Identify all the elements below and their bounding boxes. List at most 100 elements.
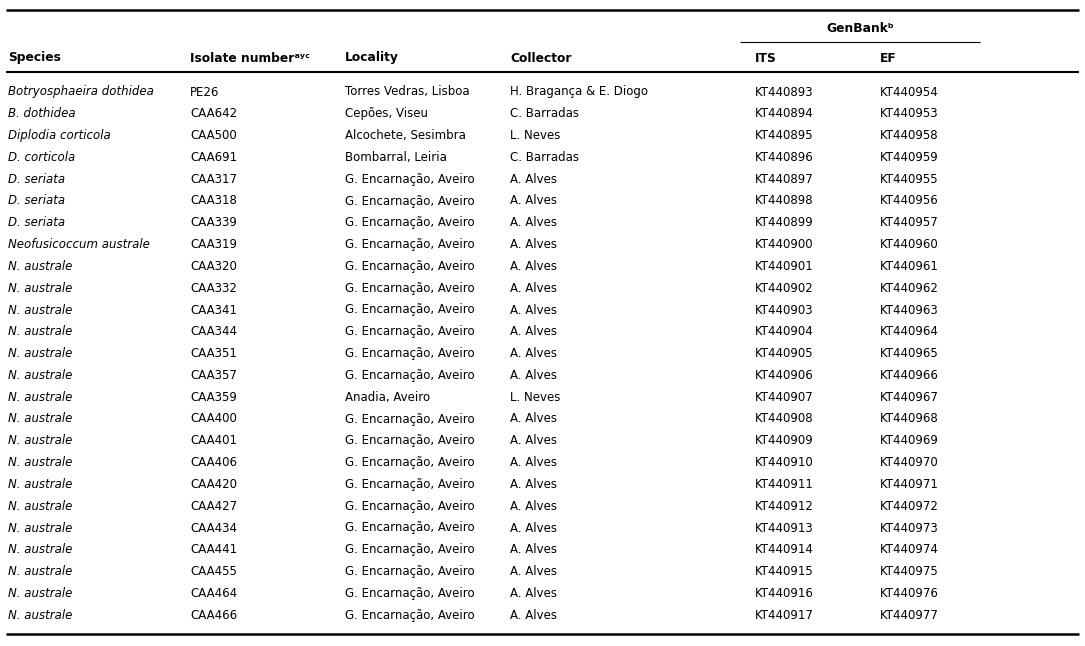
Text: KT440957: KT440957 [880,216,939,229]
Text: A. Alves: A. Alves [510,172,557,185]
Text: Botryosphaeira dothidea: Botryosphaeira dothidea [8,85,154,98]
Text: CAA332: CAA332 [190,282,237,295]
Text: KT440913: KT440913 [755,521,814,534]
Text: A. Alves: A. Alves [510,434,557,447]
Text: A. Alves: A. Alves [510,413,557,426]
Text: KT440967: KT440967 [880,391,939,404]
Text: CAA691: CAA691 [190,151,238,164]
Text: G. Encarnação, Aveiro: G. Encarnação, Aveiro [345,347,474,360]
Text: Isolate numberᵃʸᶜ: Isolate numberᵃʸᶜ [190,52,310,65]
Text: N. australe: N. australe [8,347,73,360]
Text: KT440917: KT440917 [755,609,814,621]
Text: G. Encarnação, Aveiro: G. Encarnação, Aveiro [345,194,474,207]
Text: N. australe: N. australe [8,282,73,295]
Text: N. australe: N. australe [8,304,73,317]
Text: KT440970: KT440970 [880,456,939,469]
Text: KT440914: KT440914 [755,543,814,556]
Text: KT440906: KT440906 [755,369,814,382]
Text: L. Neves: L. Neves [510,129,560,142]
Text: N. australe: N. australe [8,326,73,339]
Text: G. Encarnação, Aveiro: G. Encarnação, Aveiro [345,565,474,578]
Text: KT440973: KT440973 [880,521,939,534]
Text: A. Alves: A. Alves [510,282,557,295]
Text: CAA319: CAA319 [190,238,237,251]
Text: G. Encarnação, Aveiro: G. Encarnação, Aveiro [345,543,474,556]
Text: A. Alves: A. Alves [510,478,557,491]
Text: KT440966: KT440966 [880,369,939,382]
Text: KT440896: KT440896 [755,151,814,164]
Text: CAA318: CAA318 [190,194,237,207]
Text: Diplodia corticola: Diplodia corticola [8,129,111,142]
Text: N. australe: N. australe [8,565,73,578]
Text: N. australe: N. australe [8,413,73,426]
Text: Cepões, Viseu: Cepões, Viseu [345,107,427,120]
Text: N. australe: N. australe [8,587,73,600]
Text: L. Neves: L. Neves [510,391,560,404]
Text: C. Barradas: C. Barradas [510,151,579,164]
Text: A. Alves: A. Alves [510,565,557,578]
Text: KT440971: KT440971 [880,478,939,491]
Text: N. australe: N. australe [8,478,73,491]
Text: KT440958: KT440958 [880,129,939,142]
Text: KT440968: KT440968 [880,413,939,426]
Text: G. Encarnação, Aveiro: G. Encarnação, Aveiro [345,326,474,339]
Text: G. Encarnação, Aveiro: G. Encarnação, Aveiro [345,304,474,317]
Text: CAA317: CAA317 [190,172,237,185]
Text: CAA339: CAA339 [190,216,237,229]
Text: CAA344: CAA344 [190,326,237,339]
Text: A. Alves: A. Alves [510,260,557,273]
Text: N. australe: N. australe [8,500,73,513]
Text: KT440907: KT440907 [755,391,814,404]
Text: D. corticola: D. corticola [8,151,75,164]
Text: Locality: Locality [345,52,399,65]
Text: N. australe: N. australe [8,543,73,556]
Text: B. dothidea: B. dothidea [8,107,76,120]
Text: Alcochete, Sesimbra: Alcochete, Sesimbra [345,129,465,142]
Text: CAA420: CAA420 [190,478,237,491]
Text: C. Barradas: C. Barradas [510,107,579,120]
Text: KT440904: KT440904 [755,326,814,339]
Text: KT440895: KT440895 [755,129,814,142]
Text: KT440977: KT440977 [880,609,939,621]
Text: Species: Species [8,52,61,65]
Text: A. Alves: A. Alves [510,456,557,469]
Text: KT440961: KT440961 [880,260,939,273]
Text: KT440954: KT440954 [880,85,939,98]
Text: H. Bragança & E. Diogo: H. Bragança & E. Diogo [510,85,648,98]
Text: G. Encarnação, Aveiro: G. Encarnação, Aveiro [345,238,474,251]
Text: KT440898: KT440898 [755,194,814,207]
Text: Torres Vedras, Lisboa: Torres Vedras, Lisboa [345,85,470,98]
Text: GenBankᵇ: GenBankᵇ [826,21,894,34]
Text: KT440953: KT440953 [880,107,939,120]
Text: CAA466: CAA466 [190,609,238,621]
Text: ITS: ITS [755,52,777,65]
Text: A. Alves: A. Alves [510,609,557,621]
Text: CAA351: CAA351 [190,347,237,360]
Text: N. australe: N. australe [8,391,73,404]
Text: KT440974: KT440974 [880,543,939,556]
Text: KT440975: KT440975 [880,565,939,578]
Text: Collector: Collector [510,52,572,65]
Text: CAA464: CAA464 [190,587,238,600]
Text: A. Alves: A. Alves [510,587,557,600]
Text: KT440905: KT440905 [755,347,814,360]
Text: A. Alves: A. Alves [510,216,557,229]
Text: A. Alves: A. Alves [510,194,557,207]
Text: G. Encarnação, Aveiro: G. Encarnação, Aveiro [345,478,474,491]
Text: G. Encarnação, Aveiro: G. Encarnação, Aveiro [345,172,474,185]
Text: A. Alves: A. Alves [510,347,557,360]
Text: KT440976: KT440976 [880,587,939,600]
Text: KT440897: KT440897 [755,172,814,185]
Text: KT440893: KT440893 [755,85,814,98]
Text: KT440894: KT440894 [755,107,814,120]
Text: A. Alves: A. Alves [510,543,557,556]
Text: G. Encarnação, Aveiro: G. Encarnação, Aveiro [345,260,474,273]
Text: KT440969: KT440969 [880,434,939,447]
Text: A. Alves: A. Alves [510,521,557,534]
Text: CAA320: CAA320 [190,260,237,273]
Text: PE26: PE26 [190,85,219,98]
Text: KT440909: KT440909 [755,434,814,447]
Text: N. australe: N. australe [8,434,73,447]
Text: KT440899: KT440899 [755,216,814,229]
Text: Bombarral, Leiria: Bombarral, Leiria [345,151,447,164]
